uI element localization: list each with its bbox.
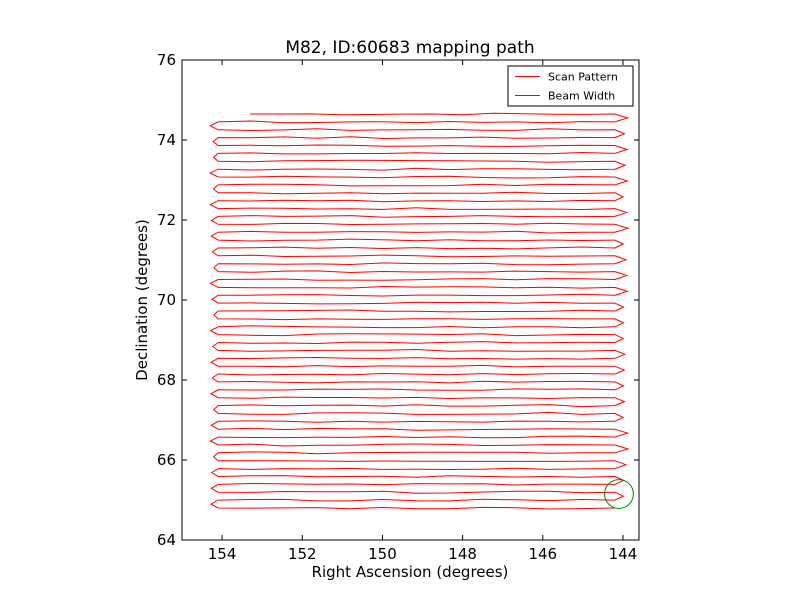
y-tick-label: 66 xyxy=(157,451,176,469)
legend: Scan Pattern Beam Width xyxy=(507,65,634,107)
y-axis-label: Declination (degrees) xyxy=(133,219,151,381)
y-tick-label: 72 xyxy=(157,211,176,229)
y-tick-label: 74 xyxy=(157,131,176,149)
y-tick-label: 76 xyxy=(157,51,176,69)
data-layer xyxy=(208,112,634,510)
ticks-layer: 154 152 150 148 146 144 64 66 68 70 72 74 76 xyxy=(157,51,639,563)
legend-label-scan-pattern: Scan Pattern xyxy=(548,71,618,84)
scan-pattern-line xyxy=(208,112,630,510)
x-tick-label: 150 xyxy=(368,545,397,563)
y-tick-label: 70 xyxy=(157,291,176,309)
legend-label-beam-width: Beam Width xyxy=(548,90,615,103)
x-tick-label: 146 xyxy=(528,545,557,563)
beam-width-circle xyxy=(604,479,634,509)
x-tick-label: 152 xyxy=(288,545,317,563)
y-tick-label: 68 xyxy=(157,371,176,389)
x-tick-label: 148 xyxy=(448,545,477,563)
legend-box xyxy=(507,65,634,107)
x-tick-label: 154 xyxy=(208,545,237,563)
x-axis-label: Right Ascension (degrees) xyxy=(312,563,509,581)
x-tick-label: 144 xyxy=(609,545,638,563)
chart-title: M82, ID:60683 mapping path xyxy=(285,38,534,58)
plot-area xyxy=(182,60,639,540)
y-tick-label: 64 xyxy=(157,531,176,549)
